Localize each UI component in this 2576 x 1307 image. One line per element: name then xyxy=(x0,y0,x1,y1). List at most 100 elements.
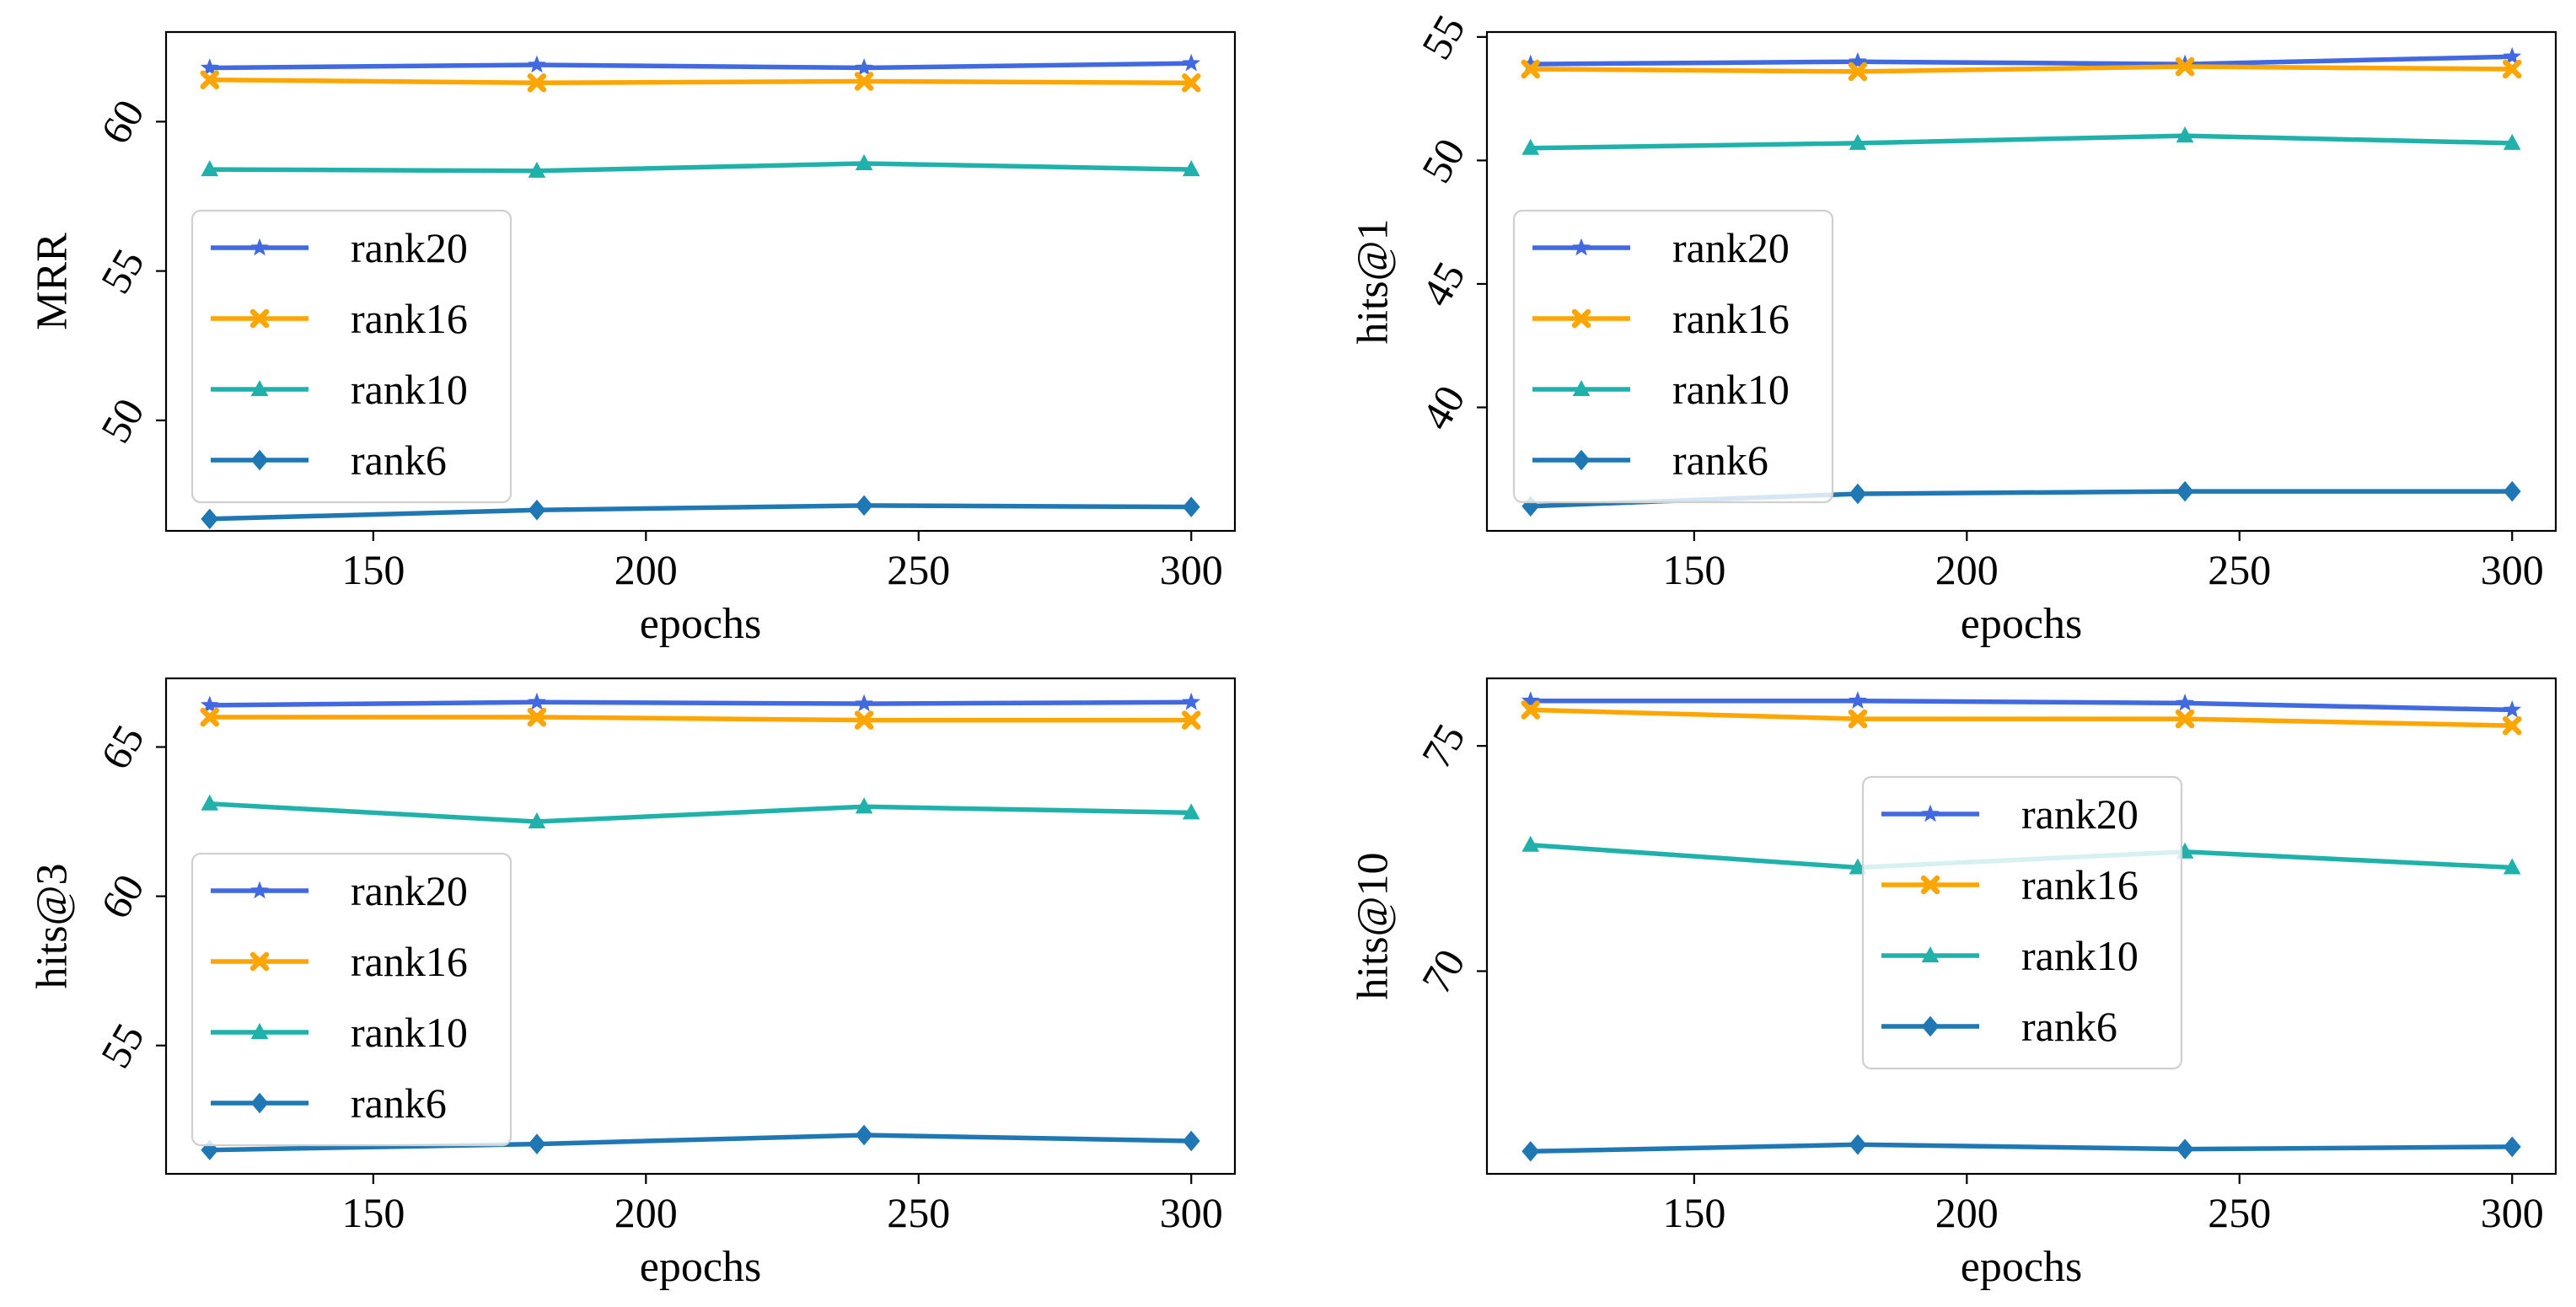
y-tick-label: 60 xyxy=(91,92,153,152)
legend-label-rank6: rank6 xyxy=(2021,1003,2117,1050)
data-point-rank16 xyxy=(2502,59,2522,79)
x-tick-label: 250 xyxy=(887,546,950,593)
data-point-rank20 xyxy=(855,58,873,76)
legend: rank20 rank16 rank10 rank6 xyxy=(191,852,513,1147)
data-point-rank20 xyxy=(2503,46,2522,65)
data-point-rank16 xyxy=(527,707,547,727)
x-tick-label: 250 xyxy=(887,1189,950,1236)
legend-marker-rank16 xyxy=(1571,308,1591,329)
data-point-rank6 xyxy=(528,1133,546,1154)
data-point-rank10 xyxy=(528,812,546,829)
legend-marker-rank6 xyxy=(1572,449,1591,471)
x-tick-label: 150 xyxy=(1662,546,1725,593)
series-line-rank16 xyxy=(1528,64,2514,74)
data-point-rank16 xyxy=(1521,700,1541,720)
series-line-rank16 xyxy=(207,715,1194,723)
series-line-rank6 xyxy=(1528,1142,2514,1154)
x-tick-label: 300 xyxy=(2481,546,2544,593)
data-point-rank10 xyxy=(1182,160,1200,177)
x-tick-label: 300 xyxy=(2481,1189,2544,1236)
axes-frame xyxy=(1485,677,2557,1176)
data-point-rank6 xyxy=(1849,483,1867,505)
x-tick-label: 200 xyxy=(614,1189,678,1236)
series-line-rank6 xyxy=(207,503,1194,522)
legend-marker-rank16 xyxy=(250,308,270,329)
data-point-rank6 xyxy=(1182,496,1200,517)
data-point-rank6 xyxy=(855,1124,873,1146)
series-line-rank6 xyxy=(207,1133,1194,1153)
legend-marker-rank20 xyxy=(250,238,269,256)
x-tick-label: 200 xyxy=(1935,546,1999,593)
x-tick-label: 250 xyxy=(2208,546,2271,593)
legend-label-rank16: rank16 xyxy=(351,295,468,342)
y-tick-label: 60 xyxy=(91,866,153,926)
data-point-rank16 xyxy=(200,707,220,727)
subplot-hits-at-10: 150 200 250 300 70 75 epochs hits@10 rank20 rank1… xyxy=(1350,677,2557,1291)
series-line-rank10 xyxy=(207,801,1194,824)
data-point-rank20 xyxy=(1849,691,1867,709)
data-point-rank16 xyxy=(1848,709,1868,729)
legend-marker-rank16 xyxy=(1920,875,1940,895)
y-tick-label: 55 xyxy=(1412,7,1473,67)
x-tick-label: 300 xyxy=(1160,1189,1223,1236)
legend-box xyxy=(191,209,513,504)
legend-label-rank20: rank20 xyxy=(1672,224,1790,271)
data-point-rank20 xyxy=(200,58,219,76)
legend-marker-rank6 xyxy=(250,449,269,471)
data-point-rank20 xyxy=(855,694,873,712)
data-point-rank20 xyxy=(2176,693,2194,711)
legend-label-rank16: rank16 xyxy=(351,938,468,985)
y-axis-label: hits@3 xyxy=(29,863,77,988)
data-point-rank20 xyxy=(1521,691,1540,709)
x-axis-label: epochs xyxy=(640,1243,761,1291)
series-line-rank20 xyxy=(207,699,1194,708)
data-point-rank16 xyxy=(1181,73,1201,93)
data-point-rank16 xyxy=(200,70,220,89)
data-point-rank10 xyxy=(855,797,873,814)
legend-marker-rank6 xyxy=(250,1092,269,1114)
y-tick-label: 55 xyxy=(91,241,153,301)
legend-box xyxy=(1512,209,1834,504)
y-axis-label: hits@1 xyxy=(1350,218,1398,344)
legend-label-rank10: rank10 xyxy=(351,1009,468,1056)
series-line-rank16 xyxy=(1528,707,2514,728)
legend-label-rank20: rank20 xyxy=(351,867,468,914)
data-point-rank6 xyxy=(1182,1130,1200,1152)
series-line-rank16 xyxy=(207,77,1194,86)
data-point-rank20 xyxy=(2503,699,2522,718)
legend: rank20 rank16 rank10 rank6 xyxy=(191,209,513,504)
legend-label-rank16: rank16 xyxy=(2021,861,2139,908)
data-point-rank10 xyxy=(855,153,873,170)
series-line-rank20 xyxy=(207,61,1194,71)
series-line-rank10 xyxy=(1528,133,2514,151)
data-point-rank6 xyxy=(1849,1133,1867,1155)
data-point-rank16 xyxy=(854,72,874,91)
data-point-rank10 xyxy=(528,161,546,178)
y-tick-label: 75 xyxy=(1412,716,1473,776)
legend-marker-rank16 xyxy=(250,951,270,972)
y-tick-label: 50 xyxy=(91,390,153,450)
data-point-rank6 xyxy=(2503,1136,2521,1158)
y-tick-label: 50 xyxy=(1412,131,1473,190)
data-point-rank16 xyxy=(854,710,874,730)
x-axis-label: epochs xyxy=(1961,600,2082,648)
legend-label-rank20: rank20 xyxy=(351,224,468,271)
x-tick-label: 250 xyxy=(2208,1189,2271,1236)
legend-marker-rank10 xyxy=(1921,945,1940,962)
x-tick-label: 150 xyxy=(1662,1189,1725,1236)
x-tick-label: 150 xyxy=(341,546,405,593)
axes-frame xyxy=(1485,30,2557,533)
y-tick-label: 55 xyxy=(91,1015,153,1075)
data-point-rank10 xyxy=(201,794,219,811)
data-point-rank16 xyxy=(527,73,547,93)
x-tick-label: 150 xyxy=(341,1189,405,1236)
legend-marker-rank20 xyxy=(1572,238,1591,256)
series-line-rank20 xyxy=(1528,698,2514,713)
legend-marker-rank20 xyxy=(250,881,269,899)
series-line-rank20 xyxy=(1528,54,2514,67)
legend-label-rank10: rank10 xyxy=(2021,932,2139,979)
data-point-rank6 xyxy=(1521,1141,1540,1162)
